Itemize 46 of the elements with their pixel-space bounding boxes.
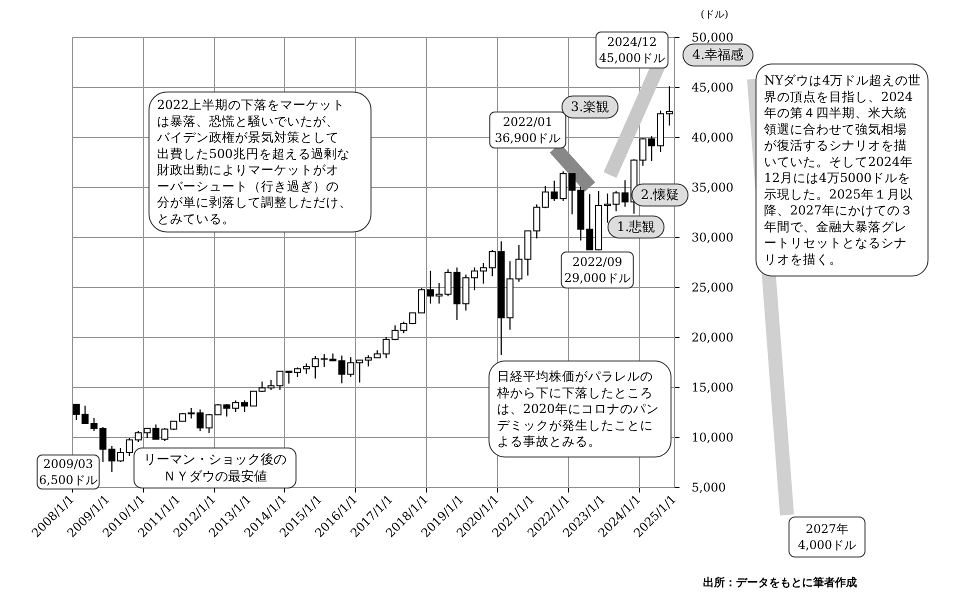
candlestick <box>302 362 310 374</box>
y-axis-title: (ドル) <box>700 10 728 20</box>
annotation: 2022/01 36,900ドル <box>494 115 561 145</box>
candlestick <box>206 413 213 434</box>
candlestick <box>622 180 629 208</box>
annotation: 1.悲観 <box>616 220 656 235</box>
candlestick <box>232 400 240 413</box>
candlestick <box>99 426 106 463</box>
y-tick-label: 30,000 <box>692 230 734 244</box>
y-tick-label: 45,000 <box>692 80 734 94</box>
annotation: 2009/03 6,500ドル <box>39 457 98 487</box>
y-tick-label: 10,000 <box>692 430 734 444</box>
annotation: 2022/09 29,000ドル <box>564 255 630 285</box>
text: 2027年 4,000ドル <box>798 522 856 552</box>
annotation: 日経平均株価がパラレルの枠から下に下落したところは、2020年にコロナのパンデミックが発生したことによる事故とみる。 <box>496 368 659 448</box>
candlestick <box>586 194 594 250</box>
y-tick-label: 25,000 <box>692 280 734 294</box>
candlestick <box>542 186 549 209</box>
annotation: 2022上半期の下落をマーケットは暴落、恐慌と騒いでいたが、バイデン政権が景気対策として出費した500兆円を超える過剰な財政出動によりマーケットがオーバーシュート（行き過ぎ）の分が単に剥落して調整しただけ、とみている。 <box>156 97 352 226</box>
candlestick <box>364 354 372 367</box>
candlestick <box>418 288 426 314</box>
annotation: 2024/12 45,000ドル <box>598 35 665 65</box>
annotation: リーマン・ショック後のＮＹダウの最安値 <box>144 452 286 484</box>
y-tick-label: 20,000 <box>692 330 734 344</box>
text: 4.幸福感 <box>692 48 744 63</box>
annotation: 2.懐疑 <box>640 188 680 203</box>
candlestick <box>515 244 522 282</box>
text: 出所：データをもとに筆者作成 <box>703 576 857 589</box>
y-tick-label: 35,000 <box>692 180 734 194</box>
candlestick <box>488 249 496 277</box>
candlestick <box>444 268 452 297</box>
candlestick <box>276 370 284 391</box>
y-tick-label: 15,000 <box>692 380 734 394</box>
candlestick <box>356 359 364 384</box>
candlestick <box>196 408 204 432</box>
candlestick <box>666 86 673 126</box>
annotation: 3.楽観 <box>570 100 610 115</box>
candlestick <box>90 417 98 432</box>
candlestick <box>152 424 160 440</box>
candlestick <box>480 262 487 284</box>
y-tick-label: 50,000 <box>692 30 734 44</box>
y-tick-label: 5,000 <box>692 480 726 494</box>
text: NYダウは4万ドル超えの世界の頂点を目指し、2024年の第４四半期、米大統領選に合わせて強気相場が復活するシナリオを描いていた。そして2024年12月には4万5000ドルを示現した。2025年１月以降、2027年にかけての３年間で、金融大暴落グレートリセットとなるシナリオを描く。 <box>764 72 922 266</box>
y-tick-label: 40,000 <box>692 130 734 144</box>
candlestick <box>268 379 275 391</box>
candlestick <box>241 400 248 413</box>
